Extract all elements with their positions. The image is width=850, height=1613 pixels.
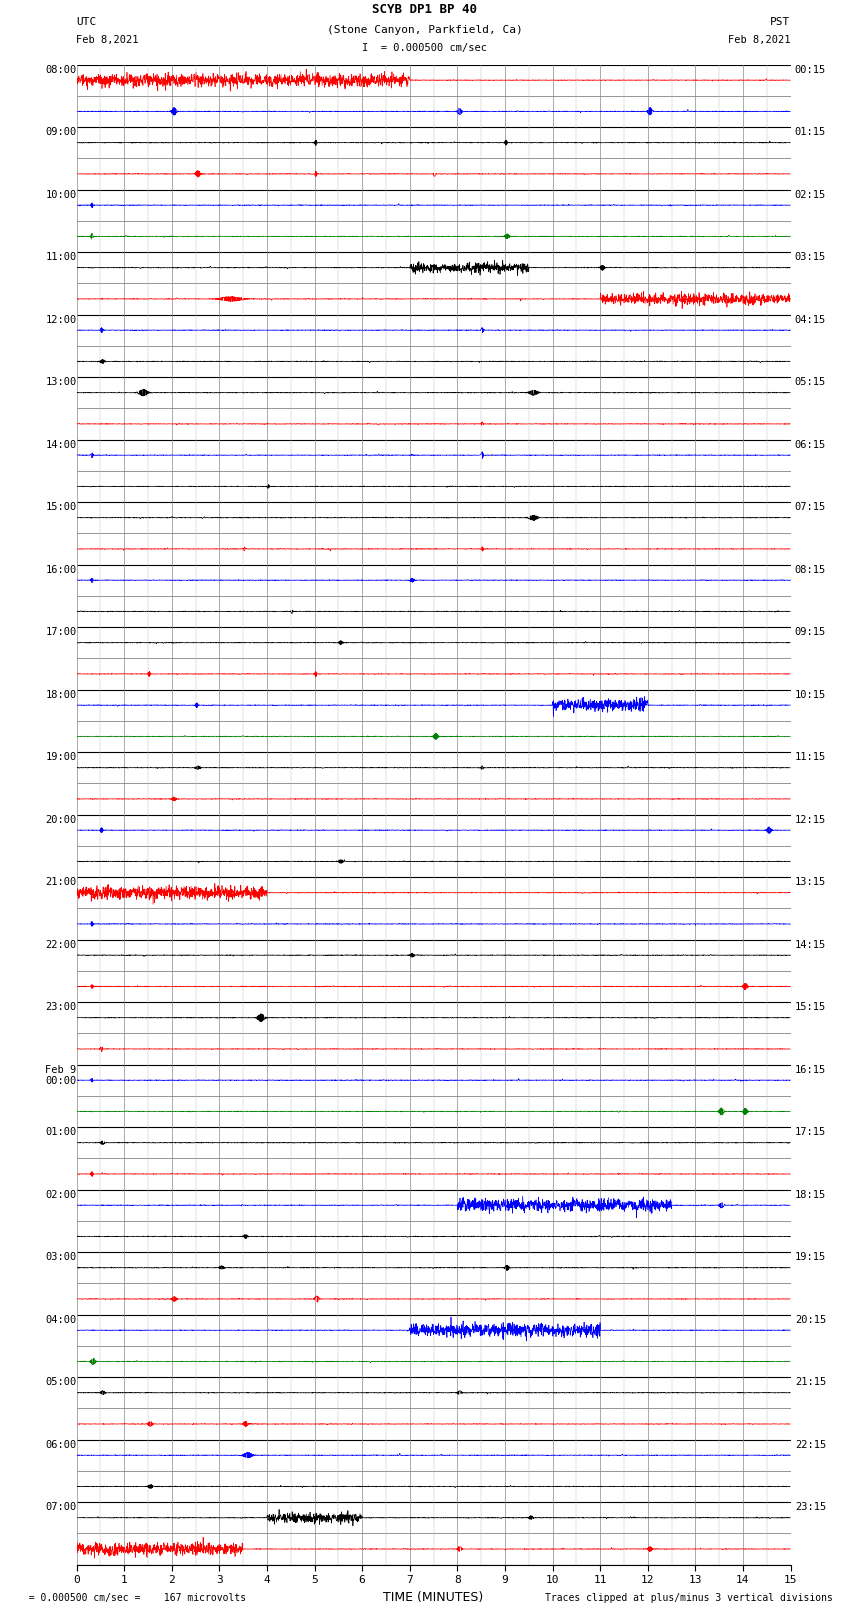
Text: SCYB DP1 BP 40: SCYB DP1 BP 40 [372, 3, 478, 16]
Text: 22:00: 22:00 [45, 939, 76, 950]
Text: 18:15: 18:15 [795, 1190, 826, 1200]
Text: 12:00: 12:00 [45, 315, 76, 324]
Text: 16:15: 16:15 [795, 1065, 826, 1074]
Text: 19:00: 19:00 [45, 752, 76, 761]
Text: 19:15: 19:15 [795, 1252, 826, 1261]
Text: 10:00: 10:00 [45, 189, 76, 200]
Text: 01:15: 01:15 [795, 127, 826, 137]
Text: 02:00: 02:00 [45, 1190, 76, 1200]
Text: 10:15: 10:15 [795, 689, 826, 700]
Text: 18:00: 18:00 [45, 689, 76, 700]
Text: 05:00: 05:00 [45, 1378, 76, 1387]
Text: UTC: UTC [76, 18, 97, 27]
Text: Feb 8,2021: Feb 8,2021 [76, 35, 139, 45]
Text: 07:00: 07:00 [45, 1502, 76, 1511]
Text: I  = 0.000500 cm/sec: I = 0.000500 cm/sec [362, 44, 488, 53]
Text: 17:00: 17:00 [45, 627, 76, 637]
Text: 08:15: 08:15 [795, 565, 826, 574]
Text: 15:15: 15:15 [795, 1002, 826, 1011]
Text: 14:15: 14:15 [795, 939, 826, 950]
Text: = 0.000500 cm/sec =    167 microvolts: = 0.000500 cm/sec = 167 microvolts [17, 1594, 246, 1603]
Text: 02:15: 02:15 [795, 189, 826, 200]
Text: 04:15: 04:15 [795, 315, 826, 324]
Text: 20:00: 20:00 [45, 815, 76, 824]
Text: 23:15: 23:15 [795, 1502, 826, 1511]
Text: 20:15: 20:15 [795, 1315, 826, 1324]
Text: 07:15: 07:15 [795, 502, 826, 511]
Text: 13:15: 13:15 [795, 877, 826, 887]
X-axis label: TIME (MINUTES): TIME (MINUTES) [383, 1590, 484, 1603]
Text: 12:15: 12:15 [795, 815, 826, 824]
Text: 05:15: 05:15 [795, 377, 826, 387]
Text: 11:15: 11:15 [795, 752, 826, 761]
Text: PST: PST [770, 18, 790, 27]
Text: 21:00: 21:00 [45, 877, 76, 887]
Text: Feb 8,2021: Feb 8,2021 [728, 35, 791, 45]
Text: 01:00: 01:00 [45, 1127, 76, 1137]
Text: 08:00: 08:00 [45, 65, 76, 74]
Text: (Stone Canyon, Parkfield, Ca): (Stone Canyon, Parkfield, Ca) [327, 26, 523, 35]
Text: 06:15: 06:15 [795, 440, 826, 450]
Text: 23:00: 23:00 [45, 1002, 76, 1011]
Text: 13:00: 13:00 [45, 377, 76, 387]
Text: 00:15: 00:15 [795, 65, 826, 74]
Text: 04:00: 04:00 [45, 1315, 76, 1324]
Text: 14:00: 14:00 [45, 440, 76, 450]
Text: Feb 9
00:00: Feb 9 00:00 [45, 1065, 76, 1086]
Text: 03:15: 03:15 [795, 252, 826, 261]
Text: 09:00: 09:00 [45, 127, 76, 137]
Text: 03:00: 03:00 [45, 1252, 76, 1261]
Text: 21:15: 21:15 [795, 1378, 826, 1387]
Text: 06:00: 06:00 [45, 1439, 76, 1450]
Text: 09:15: 09:15 [795, 627, 826, 637]
Text: 15:00: 15:00 [45, 502, 76, 511]
Text: 17:15: 17:15 [795, 1127, 826, 1137]
Text: 11:00: 11:00 [45, 252, 76, 261]
Text: Traces clipped at plus/minus 3 vertical divisions: Traces clipped at plus/minus 3 vertical … [545, 1594, 833, 1603]
Text: 22:15: 22:15 [795, 1439, 826, 1450]
Text: 16:00: 16:00 [45, 565, 76, 574]
